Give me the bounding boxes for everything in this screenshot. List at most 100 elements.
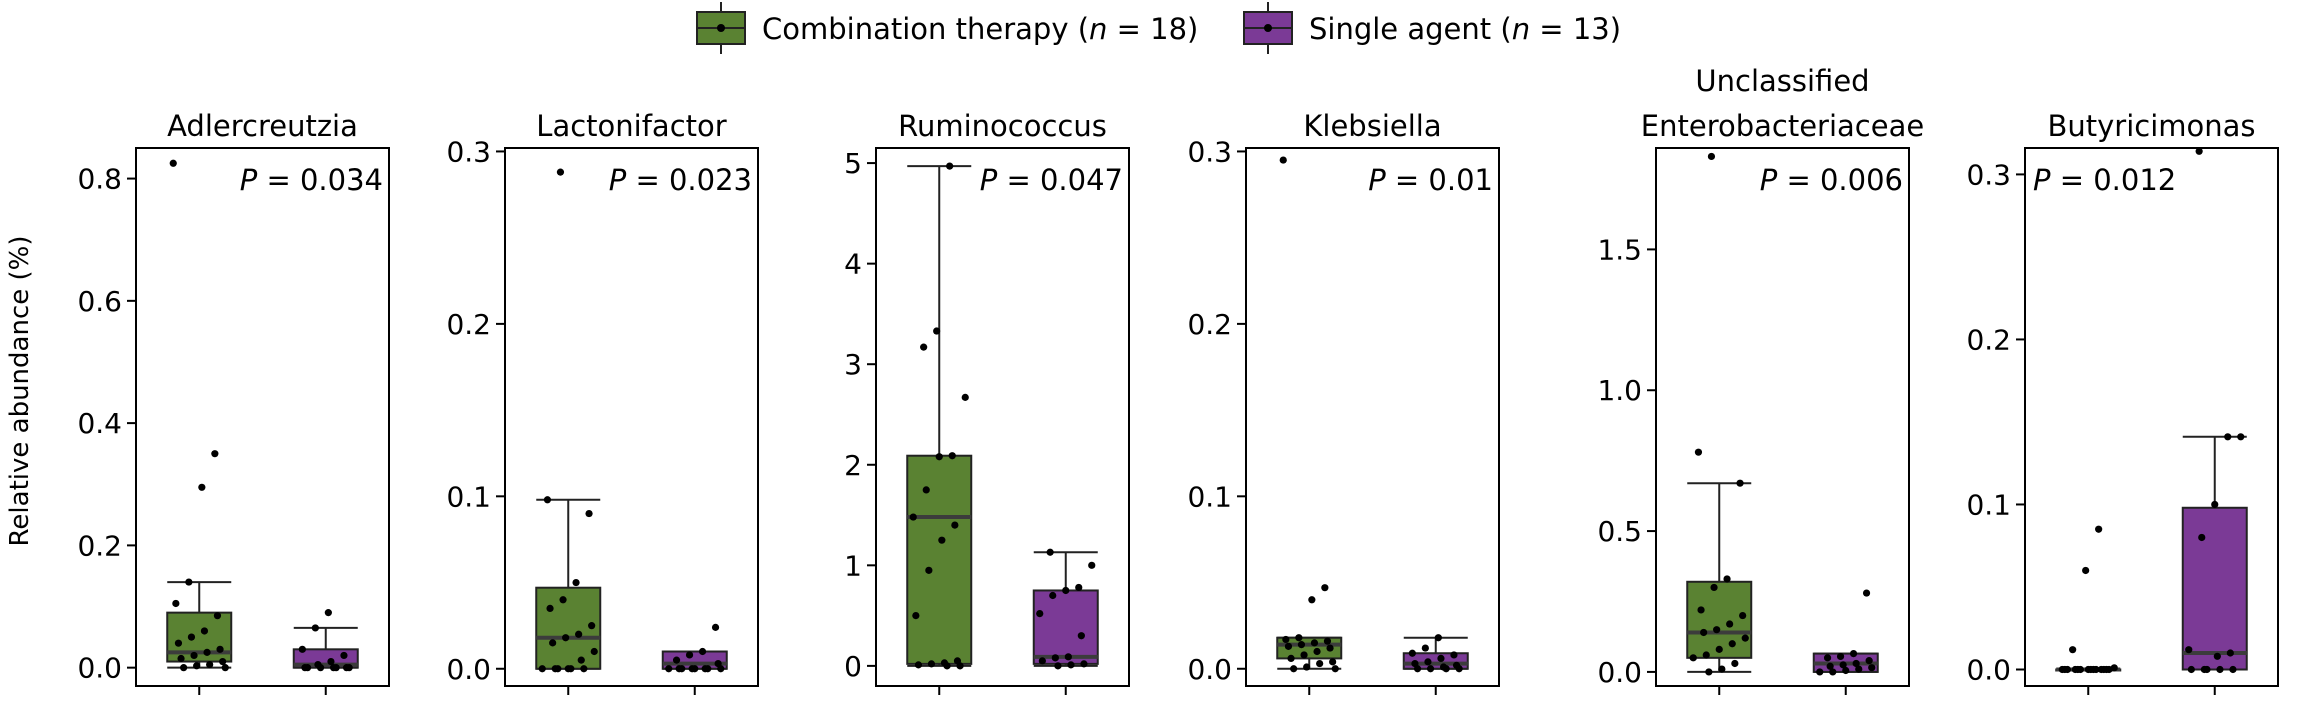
data-point: [912, 612, 920, 620]
panel-frame: [2024, 147, 2279, 687]
panel-frame: [135, 147, 390, 687]
data-point: [1437, 654, 1445, 663]
p-symbol: P: [1760, 163, 1787, 197]
data-point: [925, 566, 933, 574]
data-point: [927, 660, 936, 668]
data-point: [2226, 649, 2234, 657]
data-point: [1739, 611, 1747, 620]
data-point: [1455, 665, 1463, 673]
data-point: [1697, 606, 1705, 614]
y-tick-label: 5: [844, 147, 862, 180]
p-value: = 0.034: [266, 163, 383, 197]
data-point: [948, 452, 956, 460]
legend-point: [717, 24, 725, 32]
data-point: [956, 662, 964, 670]
data-point: [1741, 634, 1749, 642]
p-symbol: P: [2033, 163, 2060, 197]
legend-label-count: = 13): [1530, 12, 1621, 46]
data-point: [211, 450, 219, 458]
data-point: [2185, 646, 2193, 654]
data-point: [922, 486, 930, 494]
data-point: [567, 665, 575, 673]
data-point: [2105, 665, 2113, 674]
box-single: [2181, 147, 2248, 674]
data-point: [1075, 583, 1083, 592]
data-point: [572, 578, 580, 587]
data-point: [1303, 663, 1311, 671]
data-point: [1036, 609, 1044, 618]
y-tick-label: 0.3: [446, 135, 491, 168]
data-point: [2076, 665, 2085, 674]
data-point: [1442, 665, 1450, 673]
y-tick-label: 0.0: [77, 652, 122, 685]
data-point: [1713, 626, 1721, 634]
data-point: [1731, 659, 1739, 668]
panel-title: Enterobacteriaceae: [1641, 109, 1924, 143]
data-point: [2187, 665, 2195, 674]
data-point: [1287, 654, 1295, 663]
data-point: [1826, 662, 1834, 670]
panel-frame: [1655, 147, 1910, 687]
iqr-box: [1686, 580, 1753, 659]
data-point: [298, 645, 306, 653]
p-symbol: P: [609, 163, 636, 197]
data-point: [1077, 632, 1085, 640]
iqr-box: [906, 454, 973, 665]
data-point: [213, 612, 222, 620]
data-point: [909, 513, 917, 521]
panel-4: Klebsiella 0.0 0.1 0.2 0.3 P = 0.01: [1187, 109, 1500, 695]
data-point: [1868, 664, 1876, 672]
data-point: [1331, 665, 1339, 673]
data-point: [577, 656, 585, 664]
data-point: [1700, 628, 1708, 637]
data-point: [172, 599, 180, 608]
data-point: [1282, 635, 1290, 644]
data-point: [1329, 658, 1337, 666]
data-point: [717, 665, 725, 673]
data-point: [198, 483, 206, 491]
panel-title: Butyricimonas: [2047, 109, 2255, 143]
data-point: [1080, 660, 1088, 668]
data-point: [1836, 652, 1845, 661]
data-point: [1852, 659, 1860, 668]
y-tick-label: 0.3: [1966, 158, 2011, 191]
panel-3: Ruminococcus 0 1 2 3 4 5 P = 0.047: [844, 109, 1130, 695]
data-point: [180, 664, 188, 672]
data-point: [1694, 448, 1703, 456]
p-value-label: P = 0.006: [1760, 163, 1903, 197]
data-point: [1300, 651, 1308, 659]
data-point: [345, 664, 353, 672]
data-point: [1736, 479, 1744, 487]
data-point: [575, 630, 583, 638]
panels: Adlercreutzia 0.0 0.2 0.4 0.6 0.8 P = 0.034 Lac…: [77, 64, 2279, 695]
p-value-label: P = 0.012: [2033, 163, 2176, 197]
panel-title: Klebsiella: [1303, 109, 1441, 143]
y-tick-label: 0.2: [446, 308, 491, 341]
legend-key-single: [1243, 2, 1293, 54]
y-tick-label: 0.4: [77, 407, 122, 440]
y-tick-label: 3: [844, 348, 862, 381]
p-value-label: P = 0.047: [980, 163, 1123, 197]
box-combination: [166, 159, 233, 672]
panel-frame: [1245, 147, 1500, 687]
panel-title: Ruminococcus: [898, 109, 1107, 143]
data-point: [920, 343, 928, 351]
data-point: [554, 665, 562, 673]
data-point: [1715, 645, 1723, 653]
p-symbol: P: [240, 163, 267, 197]
box-combination: [906, 162, 973, 670]
y-tick-label: 0.0: [1597, 656, 1642, 689]
data-point: [672, 656, 681, 664]
data-point: [1424, 658, 1432, 666]
y-tick-label: 0.1: [1187, 480, 1232, 513]
y-tick-label: 0.1: [446, 480, 491, 513]
panel-frame: [875, 147, 1130, 687]
data-point: [1295, 634, 1303, 642]
panel-6: Butyricimonas 0.0 0.1 0.2 0.3 P = 0.012: [1966, 109, 2279, 695]
data-point: [1842, 666, 1850, 675]
data-point: [2229, 665, 2237, 674]
data-point: [585, 509, 593, 518]
data-point: [1049, 591, 1057, 600]
y-tick-label: 0.8: [77, 163, 122, 196]
y-tick-label: 1.5: [1597, 233, 1642, 266]
